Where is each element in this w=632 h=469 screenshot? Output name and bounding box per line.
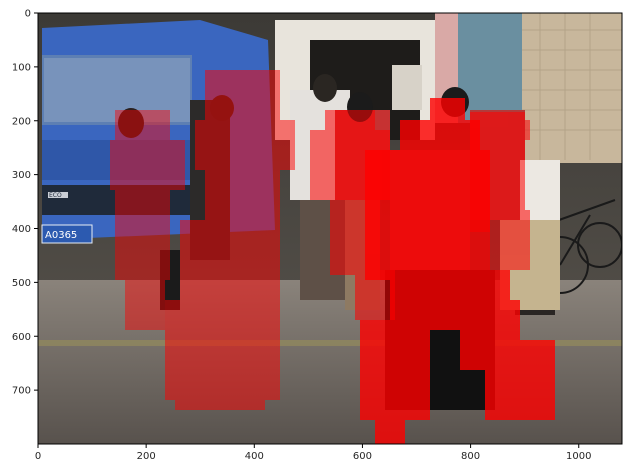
license-plate-text: A0365 [45,230,77,241]
y-tick-label: 500 [12,278,31,289]
x-tick-label: 400 [245,451,264,462]
photo: A0365 ECO [38,13,622,444]
x-tick-label: 200 [137,451,156,462]
x-tick-label: 0 [35,451,41,462]
y-tick-label: 0 [25,9,31,20]
x-tick-label: 600 [353,451,372,462]
y-axis: 0 100 200 300 400 500 600 700 [12,9,38,397]
x-tick-label: 1000 [566,451,591,462]
building-wall [520,13,622,163]
y-tick-label: 300 [12,170,31,181]
y-tick-label: 400 [12,224,31,235]
y-tick-label: 700 [12,386,31,397]
x-axis: 0 200 400 600 800 1000 [35,444,591,462]
license-plate [41,224,93,244]
y-tick-label: 100 [12,62,31,73]
truck-badge-text: ECO [49,192,62,199]
y-tick-label: 600 [12,332,31,343]
y-tick-label: 200 [12,116,31,127]
red-mask-overlay [110,70,555,444]
x-tick-label: 800 [461,451,480,462]
